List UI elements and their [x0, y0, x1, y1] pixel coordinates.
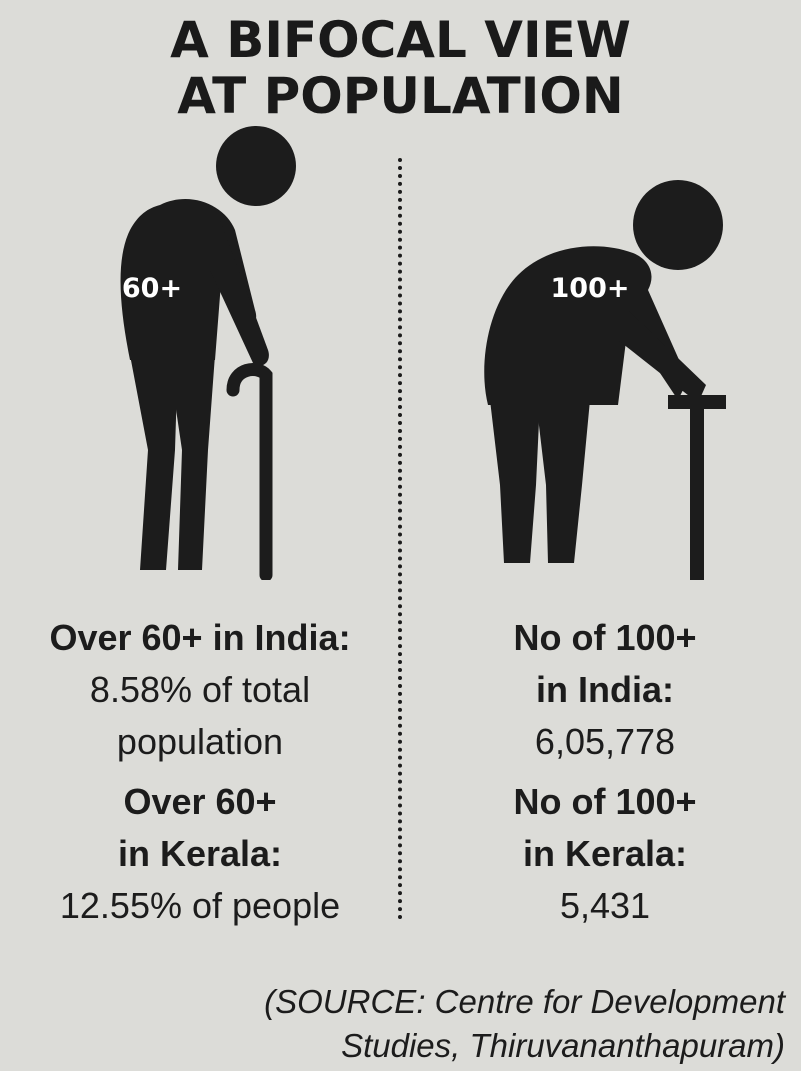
left-kerala-stat: Over 60+ in Kerala: 12.55% of people — [20, 776, 380, 932]
right-india-heading-line1: No of 100+ — [513, 617, 697, 658]
left-india-value-line1: 8.58% of total — [89, 669, 311, 710]
infographic-title: A BIFOCAL VIEW AT POPULATION — [0, 12, 801, 124]
left-india-heading: Over 60+ in India: — [49, 617, 351, 658]
right-kerala-stat: No of 100+ in Kerala: 5,431 — [430, 776, 780, 932]
figure-label-60: 60+ — [121, 273, 183, 304]
source-line-1: (SOURCE: Centre for Development — [264, 983, 785, 1020]
elderly-person-100-icon — [484, 180, 726, 580]
right-kerala-heading-line2: in Kerala: — [522, 833, 688, 874]
right-kerala-value: 5,431 — [559, 885, 651, 926]
right-india-stat: No of 100+ in India: 6,05,778 — [430, 612, 780, 768]
right-india-heading-line2: in India: — [536, 669, 674, 710]
left-kerala-heading-line2: in Kerala: — [117, 833, 283, 874]
left-india-stat: Over 60+ in India: 8.58% of total popula… — [20, 612, 380, 768]
left-india-value-line2: population — [116, 721, 284, 762]
left-kerala-heading-line1: Over 60+ — [123, 781, 277, 822]
left-kerala-value: 12.55% of people — [59, 885, 341, 926]
title-line-2: AT POPULATION — [177, 67, 624, 125]
title-line-1: A BIFOCAL VIEW — [170, 11, 631, 69]
dotted-divider — [398, 158, 402, 920]
right-india-value: 6,05,778 — [534, 721, 676, 762]
source-line-2: Studies, Thiruvananthapuram) — [341, 1027, 785, 1064]
elderly-person-60-icon — [120, 126, 296, 580]
right-kerala-heading-line1: No of 100+ — [513, 781, 697, 822]
source-credit: (SOURCE: Centre for Development Studies,… — [165, 980, 785, 1068]
figure-label-100: 100+ — [550, 273, 630, 304]
